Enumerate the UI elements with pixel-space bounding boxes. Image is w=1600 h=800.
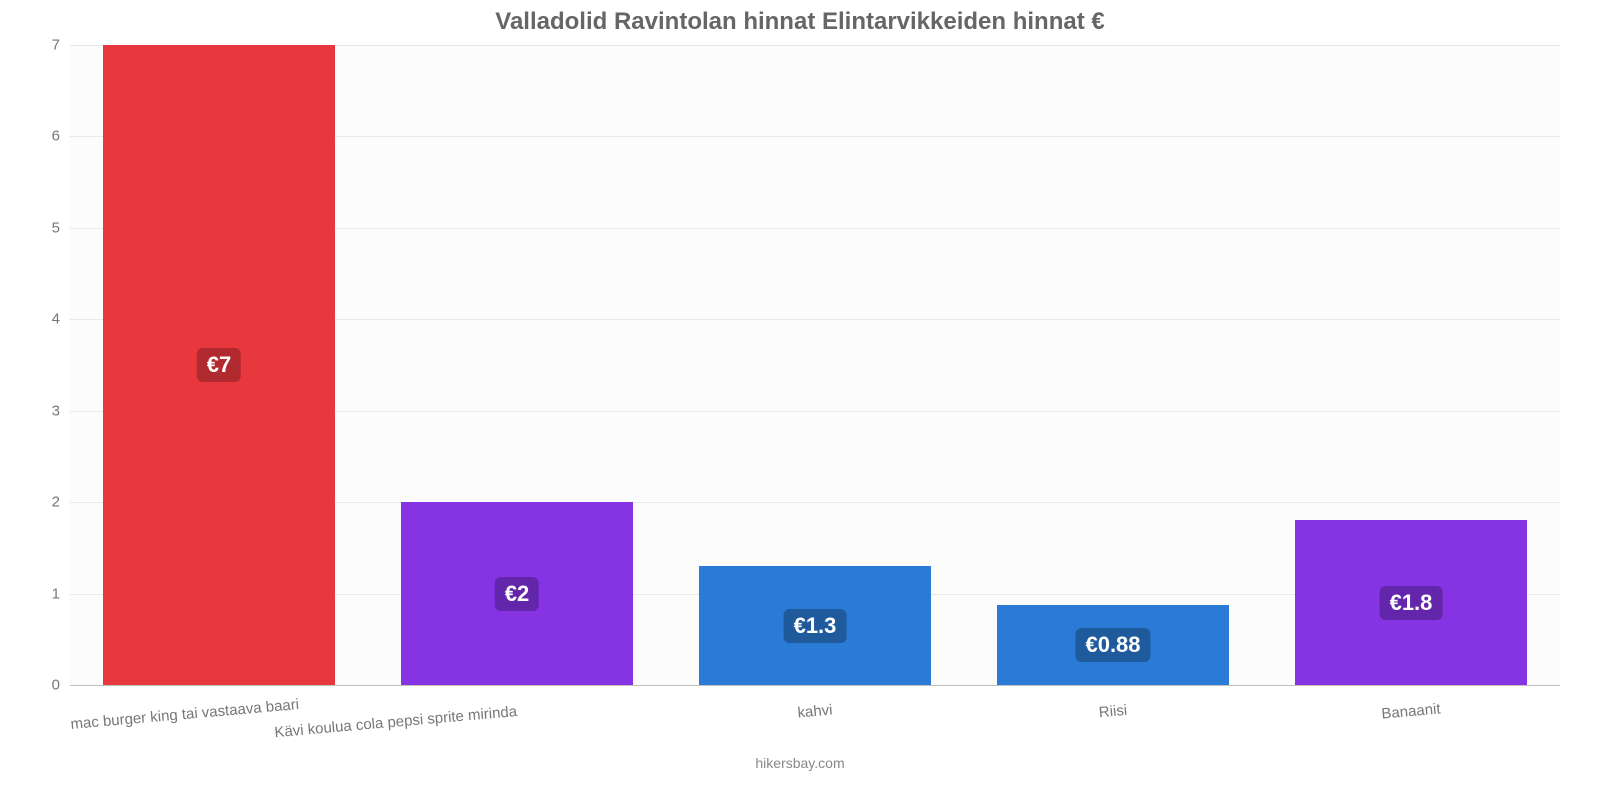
plot-area: 01234567€7mac burger king tai vastaava b… (70, 45, 1560, 685)
y-tick-label: 7 (30, 37, 60, 54)
chart-title: Valladolid Ravintolan hinnat Elintarvikk… (0, 8, 1600, 36)
y-tick-label: 5 (30, 219, 60, 236)
x-tick-label: kahvi (797, 702, 833, 722)
y-tick-label: 1 (30, 585, 60, 602)
x-tick-label: Banaanit (1381, 700, 1441, 722)
y-tick-label: 3 (30, 402, 60, 419)
value-label: €0.88 (1075, 628, 1150, 662)
x-axis-line (70, 685, 1560, 686)
value-label: €1.3 (784, 609, 847, 643)
value-label: €7 (197, 348, 241, 382)
value-label: €1.8 (1380, 586, 1443, 620)
chart-credit: hikersbay.com (0, 755, 1600, 771)
x-tick-label: Riisi (1098, 702, 1128, 721)
y-tick-label: 4 (30, 311, 60, 328)
y-tick-label: 0 (30, 677, 60, 694)
price-bar-chart: Valladolid Ravintolan hinnat Elintarvikk… (0, 0, 1600, 800)
y-tick-label: 6 (30, 128, 60, 145)
value-label: €2 (495, 577, 539, 611)
x-tick-label: mac burger king tai vastaava baari (70, 703, 220, 733)
y-tick-label: 2 (30, 494, 60, 511)
